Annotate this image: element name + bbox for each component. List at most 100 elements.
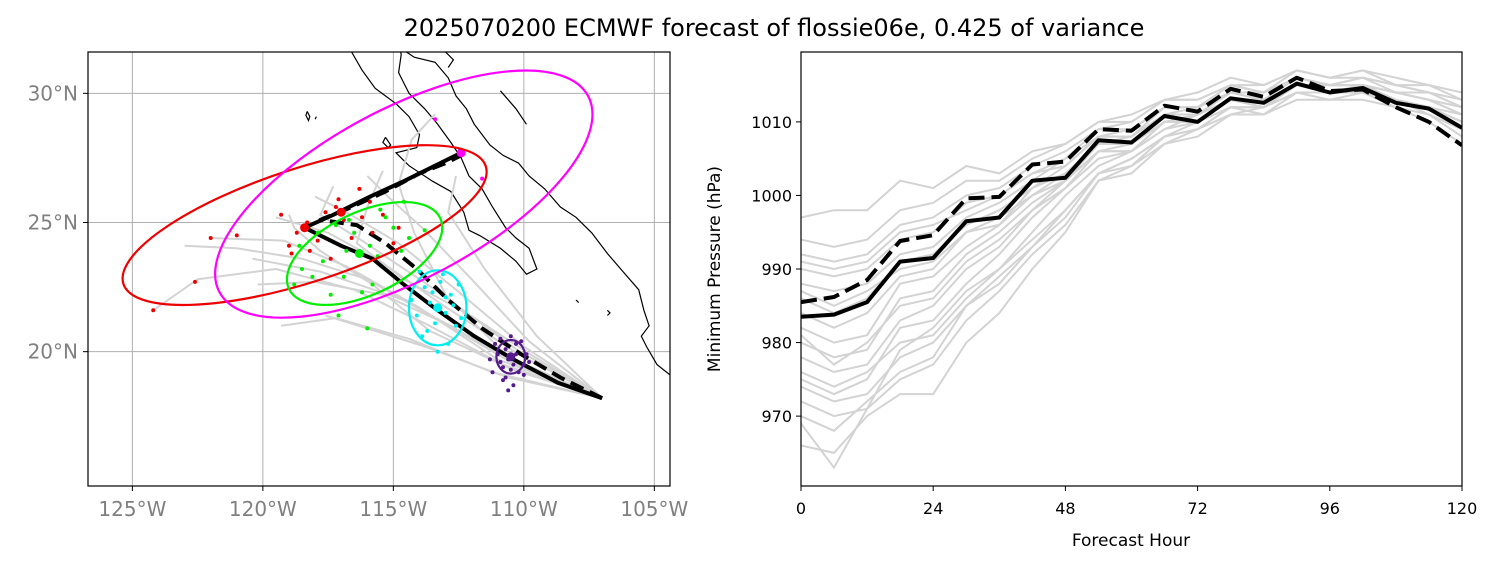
track-point: [493, 341, 498, 346]
track-point: [297, 243, 302, 248]
track-point: [151, 308, 156, 313]
track-point: [360, 215, 364, 220]
track-point: [378, 207, 383, 212]
uncertainty-ellipse: [285, 200, 444, 307]
track-point: [352, 230, 357, 235]
ensemble-track: [319, 185, 603, 400]
track-point: [490, 370, 495, 375]
track-point: [498, 360, 503, 364]
map-tick-label-lat: 25°N: [28, 211, 78, 235]
uncertainty-ellipse: [407, 269, 468, 347]
map-tick-label-lat: 30°N: [28, 81, 78, 105]
track-point: [487, 357, 492, 362]
track-point: [367, 243, 372, 248]
pressure-x-tick-label: 0: [796, 499, 806, 518]
track-point: [294, 230, 299, 235]
pressure-mean-line-solid: [801, 81, 1462, 319]
track-point: [370, 282, 375, 287]
ensemble-track: [325, 314, 603, 400]
track-point: [508, 367, 513, 372]
uncertainty-ellipse: [495, 338, 527, 375]
coastline: [606, 309, 611, 316]
track-point: [287, 243, 291, 248]
pressure-ensemble-line: [801, 84, 1462, 307]
map-scatter-points: [151, 117, 532, 393]
coastline: [350, 52, 538, 275]
track-point: [300, 267, 304, 271]
track-point: [433, 321, 438, 326]
pressure-ensemble-line: [801, 76, 1462, 271]
track-point: [414, 313, 419, 318]
track-point: [503, 347, 508, 352]
track-point: [328, 256, 333, 261]
track-point: [292, 282, 297, 287]
pressure-x-axis-label: Forecast Hour: [1072, 531, 1190, 551]
track-point: [341, 274, 346, 279]
track-point: [396, 225, 401, 230]
map-gridlines: [88, 52, 670, 486]
track-point: [514, 341, 518, 346]
track-point: [208, 236, 213, 240]
pressure-mean-line-dashed: [801, 75, 1462, 305]
map-tick-label-lon: 115°W: [359, 497, 427, 521]
track-point: [370, 230, 375, 235]
track-point: [435, 349, 440, 354]
forecast-mean-position-hour72: [433, 303, 443, 313]
map-tick-label-lon: 110°W: [490, 497, 558, 521]
pressure-ensemble-line: [801, 91, 1462, 366]
track-point: [501, 365, 505, 370]
track-point: [365, 326, 370, 331]
pressure-ensemble-line: [801, 84, 1462, 403]
pressure-panel: 0 24 48 72 96 120 970 980 990 1000 1010 Forecast H…: [705, 51, 1478, 551]
track-point: [310, 274, 315, 279]
track-point: [380, 212, 385, 217]
pressure-ensemble-line: [801, 84, 1462, 418]
track-point: [333, 205, 338, 209]
track-point: [508, 334, 513, 339]
track-point: [501, 378, 505, 383]
track-point: [347, 217, 351, 222]
track-point: [440, 272, 445, 277]
track-point: [438, 279, 443, 284]
track-point: [349, 236, 354, 240]
track-point: [336, 313, 341, 318]
track-point: [307, 248, 312, 253]
track-point: [422, 228, 427, 233]
coastline: [564, 52, 566, 53]
map-tick-label-lon: 125°W: [98, 497, 166, 521]
map-frame: [87, 51, 671, 487]
pressure-x-tick-label: 48: [1055, 499, 1075, 518]
forecast-mean-position-hour24: [336, 207, 346, 217]
track-point: [367, 199, 372, 204]
map-tick-label-lon: 105°W: [620, 497, 688, 521]
track-point: [511, 383, 516, 388]
track-point: [506, 388, 511, 393]
pressure-x-tick-label: 120: [1447, 499, 1478, 518]
ensemble-track: [210, 237, 603, 400]
pressure-y-tick-label: 1000: [751, 186, 792, 205]
pressure-y-tick-label: 990: [761, 260, 792, 279]
track-point: [511, 362, 516, 367]
track-point: [519, 339, 524, 344]
track-point: [433, 117, 438, 122]
track-point: [234, 233, 239, 238]
map-tick-label-lon: 120°W: [229, 497, 297, 521]
track-point: [315, 238, 320, 243]
track-point: [391, 241, 396, 246]
track-point: [344, 248, 349, 253]
pressure-ensemble-line: [801, 98, 1462, 470]
forecast-mean-position-hour0: [300, 223, 310, 233]
figure-title: 2025070200 ECMWF forecast of flossie06e,…: [404, 14, 1145, 42]
track-point: [328, 292, 333, 297]
uncertainty-ellipse: [214, 69, 594, 319]
coastline: [314, 116, 317, 120]
track-point: [448, 292, 453, 297]
ensemble-track: [280, 317, 603, 400]
track-map-panel: 125°W 120°W 115°W 110°W 105°W 20°N 25°N 30°N: [28, 51, 689, 521]
pressure-y-axis-label: Minimum Pressure (hPa): [705, 166, 725, 372]
track-point: [391, 225, 396, 230]
track-point: [454, 323, 458, 328]
map-tick-label-lat: 20°N: [28, 340, 78, 364]
track-point: [430, 290, 435, 295]
